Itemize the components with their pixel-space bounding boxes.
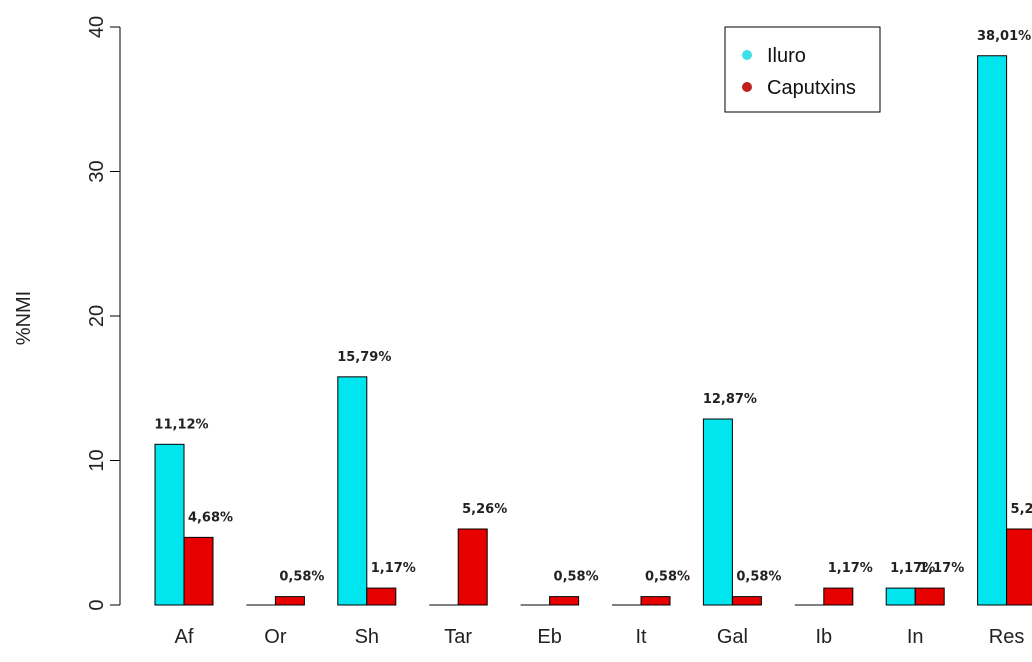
x-tick-label: Res [989, 626, 1025, 648]
bar-iluro-sh [337, 376, 368, 606]
data-labels: 11,12% 4,68% 0,58% 15,79% 1,17% 5,26% 0,58% 0,5… [154, 29, 1032, 585]
data-label: 0,58% [554, 570, 599, 585]
bar-caputxins-tar [457, 528, 488, 606]
data-label: 1,17% [890, 561, 935, 576]
data-label: 12,87% [703, 392, 757, 407]
bar-caputxins-gal [731, 596, 762, 606]
x-tick-label: It [635, 626, 647, 648]
bar-caputxins-in [914, 587, 945, 606]
data-label: 5,26% [1011, 502, 1032, 517]
legend-caputxins-marker [742, 82, 752, 92]
bars [154, 55, 1032, 606]
x-tick-label: Sh [355, 626, 379, 648]
x-axis-labels: Af Or Sh Tar Eb It Gal Ib In Res [175, 626, 1025, 648]
y-tick-label: 0 [86, 599, 108, 610]
y-tick-label: 40 [86, 16, 108, 38]
legend-box [724, 26, 881, 113]
bar-caputxins-sh [366, 587, 397, 606]
x-tick-label: Gal [717, 626, 748, 648]
x-tick-label: In [907, 626, 924, 648]
x-tick-label: Tar [444, 626, 472, 648]
bar-iluro-af [154, 443, 185, 606]
bar-caputxins-ib [823, 587, 854, 606]
bar-caputxins-af [183, 536, 214, 606]
data-label: 4,68% [188, 510, 233, 525]
data-label: 38,01% [977, 29, 1031, 44]
y-axis: 0 10 20 30 40 [86, 16, 121, 611]
bar-iluro-in [885, 587, 916, 606]
legend-iluro-marker [742, 50, 752, 60]
data-label: 0,58% [645, 570, 690, 585]
bar-iluro-gal [702, 418, 733, 606]
legend-caputxins-label: Caputxins [767, 77, 856, 99]
x-tick-label: Af [175, 626, 194, 648]
bar-caputxins-it [640, 596, 671, 606]
legend: Iluro Caputxins [724, 26, 881, 113]
y-tick-label: 20 [86, 305, 108, 327]
data-label: 0,58% [279, 570, 324, 585]
x-tick-label: Eb [537, 626, 561, 648]
bar-caputxins-res [1006, 528, 1032, 606]
bar-iluro-res [977, 55, 1008, 606]
data-label: 15,79% [337, 350, 391, 365]
x-tick-label: Or [264, 626, 287, 648]
y-tick-label: 10 [86, 449, 108, 471]
y-tick-label: 30 [86, 160, 108, 182]
data-label: 11,12% [154, 417, 208, 432]
bar-caputxins-eb [549, 596, 580, 606]
bar-caputxins-or [274, 596, 305, 606]
data-label: 0,58% [736, 570, 781, 585]
y-axis-title: %NMI [13, 291, 35, 345]
data-label: 1,17% [371, 561, 416, 576]
data-label: 1,17% [919, 561, 964, 576]
data-label: 5,26% [462, 502, 507, 517]
data-label: 1,17% [828, 561, 873, 576]
x-tick-label: Ib [815, 626, 832, 648]
legend-iluro-label: Iluro [767, 45, 806, 67]
